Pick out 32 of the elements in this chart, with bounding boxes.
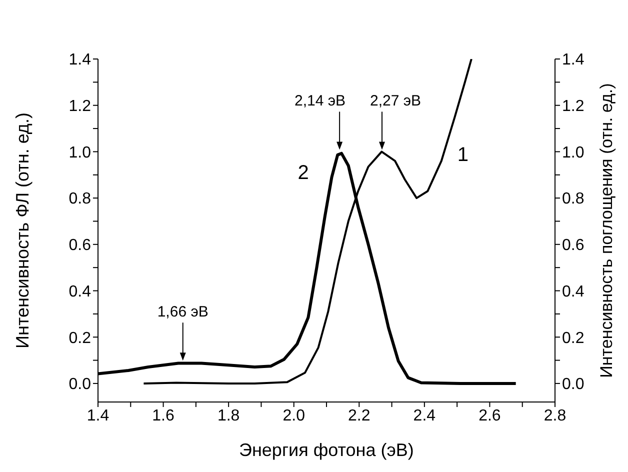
y2-axis-title: Интенсивность поглощения (отн. ед.) — [597, 83, 616, 378]
y2-tick-label: 0.0 — [562, 376, 584, 394]
y2-tick-label: 1.2 — [562, 98, 584, 116]
y-tick-label: 0.6 — [68, 237, 92, 254]
x-tick-label: 1.4 — [86, 407, 110, 424]
y-tick-label: 0.8 — [68, 190, 92, 208]
series-label: 2 — [298, 162, 309, 184]
y2-tick-label: 1.4 — [562, 52, 584, 69]
annotation: 2,27 эВ — [370, 92, 422, 110]
x-tick-label: 2.8 — [544, 407, 566, 424]
x-tick-label: 2.0 — [282, 407, 306, 424]
x-tick-label: 2.4 — [413, 407, 436, 424]
annotation: 2,14 эВ — [294, 92, 346, 110]
y2-tick-label: 1.0 — [562, 144, 584, 162]
y-tick-label: 1.0 — [68, 144, 92, 162]
annotation: 1,66 эВ — [157, 304, 208, 321]
y-tick-label: 0.0 — [68, 376, 92, 394]
series-label: 1 — [457, 144, 469, 166]
y-tick-label: 0.2 — [68, 330, 92, 347]
x-tick-label: 1.8 — [217, 407, 240, 424]
y-tick-label: 1.4 — [68, 52, 92, 69]
x-tick-label: 2.6 — [478, 407, 501, 424]
y2-tick-label: 0.6 — [562, 237, 584, 254]
x-axis-title: Энергия фотона (эВ) — [239, 440, 414, 460]
y2-tick-label: 0.2 — [562, 330, 584, 347]
x-tick-label: 2.2 — [348, 407, 370, 424]
y-tick-label: 0.4 — [68, 283, 92, 300]
y2-tick-label: 0.4 — [562, 283, 584, 300]
x-tick-label: 1.6 — [152, 407, 175, 424]
y-tick-label: 1.2 — [68, 98, 92, 116]
y2-tick-label: 0.8 — [562, 190, 584, 208]
y-axis-title: Интенсивность ФЛ (отн. ед.) — [12, 112, 32, 348]
